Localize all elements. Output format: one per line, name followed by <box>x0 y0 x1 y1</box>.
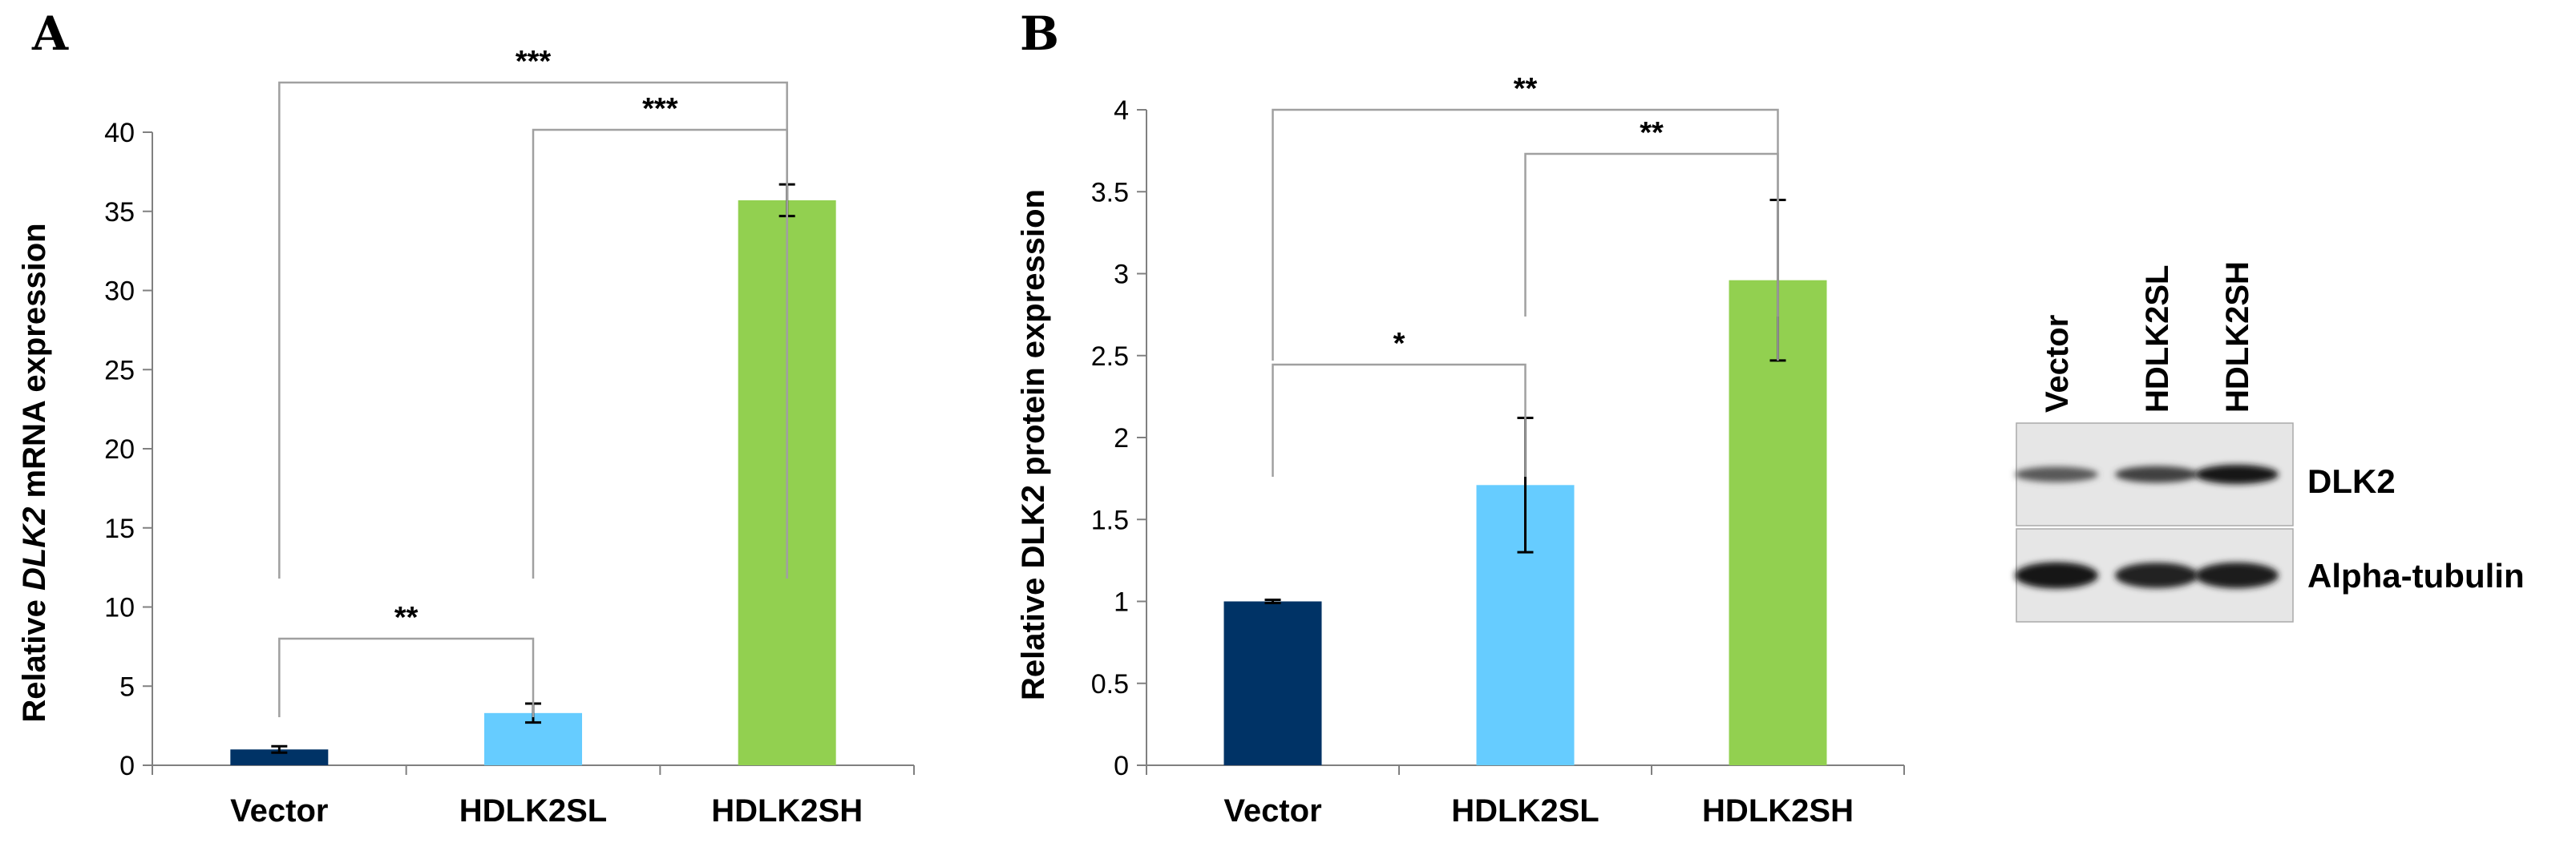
b-y-tick-label: 0.5 <box>1091 669 1129 700</box>
panel-b-y-axis-label: Relative DLK2 protein expression <box>1016 189 1051 700</box>
a-significance-label: *** <box>516 45 552 79</box>
blot-lane-label: Vector <box>2040 315 2075 413</box>
b-y-tick-label: 0 <box>1114 751 1129 781</box>
a-x-tick-label: HDLK2SH <box>711 793 863 829</box>
b-y-tick-label: 3 <box>1114 260 1129 290</box>
b-y-tick-label: 1 <box>1114 587 1129 618</box>
b-significance-label: * <box>1393 327 1405 361</box>
b-x-tick-label: HDLK2SL <box>1451 793 1599 829</box>
a-y-tick-label: 30 <box>104 276 135 307</box>
b-x-tick-label: Vector <box>1223 793 1321 829</box>
panel-a: A Relative DLK2 mRNA expression 0 5 10 15 20… <box>17 6 915 829</box>
panel-a-letter: A <box>31 6 69 61</box>
western-blot: Vector HDLK2SL HDLK2SH DLK2 Alpha-tubulin <box>2015 261 2525 623</box>
a-significance-bracket <box>278 81 788 579</box>
b-y-tick-label: 1.5 <box>1091 505 1129 535</box>
panel-a-y-axis-label: Relative DLK2 mRNA expression <box>17 223 52 722</box>
blot-row-label-alpha-tubulin: Alpha-tubulin <box>2307 557 2525 595</box>
a-y-tick-label: 0 <box>119 751 135 781</box>
b-y-tick-label: 4 <box>1114 95 1129 126</box>
a-y-tick-label: 5 <box>119 672 135 702</box>
blot-row-label-dlk2: DLK2 <box>2307 462 2396 500</box>
blot-band-alpha-tubulin-vector <box>2015 562 2098 589</box>
blot-lane-label: HDLK2SL <box>2140 265 2175 413</box>
blot-band-dlk2-hdlk2sl <box>2115 466 2198 483</box>
a-y-tick-label: 20 <box>104 434 135 465</box>
b-y-tick-label: 2 <box>1114 423 1129 454</box>
blot-band-dlk2-hdlk2sh <box>2195 464 2279 485</box>
b-significance-label: ** <box>1640 116 1664 150</box>
a-bar-vector <box>230 749 329 765</box>
a-x-tick-label: HDLK2SL <box>459 793 607 829</box>
panel-b-letter: B <box>1020 6 1059 61</box>
b-significance-bracket <box>1272 363 1527 477</box>
b-significance-bracket <box>1272 108 1779 361</box>
a-significance-bracket <box>278 637 535 717</box>
blot-band-alpha-tubulin-hdlk2sl <box>2115 563 2198 588</box>
panel-b: B Relative DLK2 protein expression 0 0.5 1… <box>1016 6 1905 829</box>
blot-band-alpha-tubulin-hdlk2sh <box>2195 562 2279 589</box>
a-significance-label: *** <box>642 92 678 126</box>
b-x-tick-label: HDLK2SH <box>1702 793 1854 829</box>
a-y-tick-label: 35 <box>104 197 135 228</box>
a-y-tick-label: 25 <box>104 355 135 385</box>
blot-lane-label: HDLK2SH <box>2220 261 2255 413</box>
b-y-tick-label: 2.5 <box>1091 341 1129 372</box>
b-bar-vector <box>1223 601 1322 765</box>
a-significance-label: ** <box>394 601 419 635</box>
a-y-tick-label: 40 <box>104 118 135 148</box>
b-y-tick-label: 3.5 <box>1091 177 1129 208</box>
b-significance-label: ** <box>1514 72 1538 106</box>
a-x-tick-label: Vector <box>230 793 328 829</box>
blot-band-dlk2-vector <box>2015 466 2098 482</box>
a-y-tick-label: 10 <box>104 593 135 623</box>
a-y-tick-label: 15 <box>104 514 135 544</box>
